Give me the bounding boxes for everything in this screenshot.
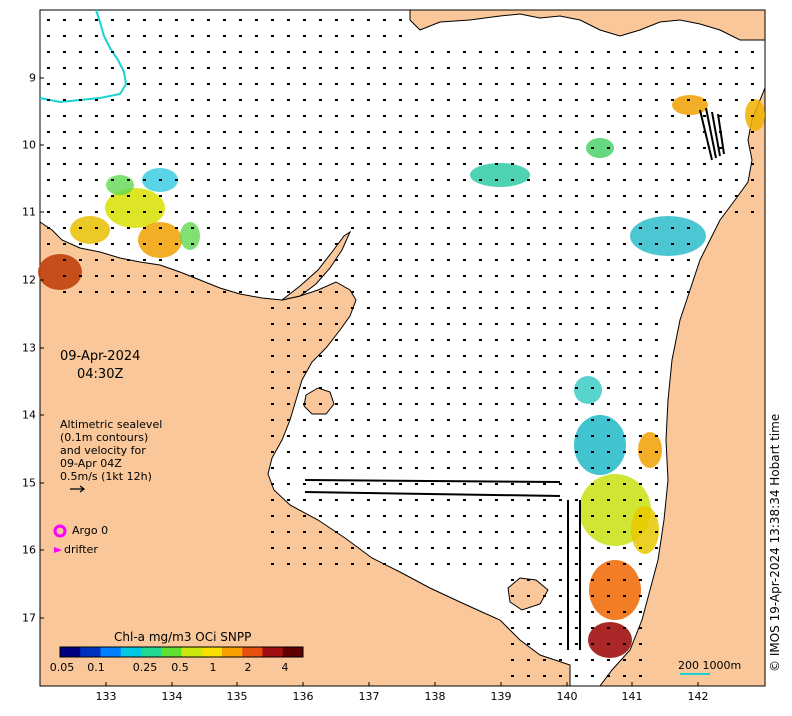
colorbar-segment [262,647,284,657]
drifter-marker-icon [54,547,62,553]
y-axis-tick-label: 11 [22,205,36,219]
y-axis-tick-label: 15 [22,476,36,490]
legend-text: Altimetric sealevel (0.1m contours) and … [60,418,162,483]
x-axis-tick-label: 140 [556,690,578,703]
y-axis-tick-label: 9 [29,71,36,85]
legend-line: and velocity for [60,444,146,457]
legend-line: Altimetric sealevel [60,418,163,431]
colorbar-segment [100,647,122,657]
colorbar-tick: 0.1 [87,661,105,674]
x-axis-tick-label: 133 [95,690,117,703]
strong-current-lines [304,107,725,650]
land-peninsula [281,230,352,301]
x-axis-tick-label: 142 [687,690,709,703]
colorbar-segment [201,647,223,657]
velocity-scale-arrow-icon [70,485,85,493]
argo-label: Argo 0 [72,524,109,537]
colorbar [60,647,304,657]
colorbar-segment [242,647,263,657]
colorbar-title: Chl-a mg/m3 OCi SNPP [114,630,252,644]
colorbar-tick: 0.5 [171,661,189,674]
axis-ticks [40,77,699,686]
colorbar-segment [282,647,304,657]
y-axis-tick-label: 16 [22,543,36,557]
y-axis-tick-label: 10 [22,138,36,152]
colorbar-tick: 0.05 [49,661,75,674]
colorbar-segment [222,647,243,657]
velocity-arrow-field [47,19,754,677]
colorbar-frame [59,646,304,658]
colorbar-tick: 2 [244,661,252,674]
x-axis-tick-label: 141 [621,690,643,703]
y-axis-tick-label: 12 [22,273,36,287]
land-east [599,10,766,687]
time-line: 04:30Z [77,367,124,382]
land-north [409,9,766,41]
colorbar-tick: 4 [281,661,289,674]
x-axis-tick-label: 137 [358,690,380,703]
colorbar-segment [80,647,101,657]
x-axis-tick-label: 136 [292,690,314,703]
credit-text: © IMOS 19-Apr-2024 13:38:34 Hobart time [768,413,782,672]
colorbar-tick: 1 [209,661,217,674]
legend-line: 0.5m/s (1kt 12h) [60,470,152,483]
x-axis-tick-label: 134 [161,690,183,703]
date-line: 09-Apr-2024 [60,349,141,364]
land-west [39,221,571,687]
x-axis-tick-label: 138 [424,690,446,703]
y-axis-tick-label: 13 [22,341,36,355]
colorbar-tick: 0.25 [132,661,158,674]
depth-scale-label: 200 1000m [678,659,742,672]
colorbar-segment [181,647,203,657]
x-axis-tick-label: 139 [490,690,512,703]
drifter-label: drifter [64,543,98,556]
y-axis-tick-label: 17 [22,611,36,625]
colorbar-segment [120,647,142,657]
date-label: 09-Apr-2024 04:30Z [60,348,140,384]
x-axis-tick-label: 135 [226,690,248,703]
legend-line: (0.1m contours) [60,431,149,444]
legend-line: 09-Apr 04Z [60,457,122,470]
colorbar-segment [141,647,162,657]
y-axis-tick-label: 14 [22,408,36,422]
bathymetry-contour [39,9,128,104]
colorbar-segment [161,647,182,657]
argo-marker-icon [53,524,67,538]
colorbar-segment [60,647,81,657]
